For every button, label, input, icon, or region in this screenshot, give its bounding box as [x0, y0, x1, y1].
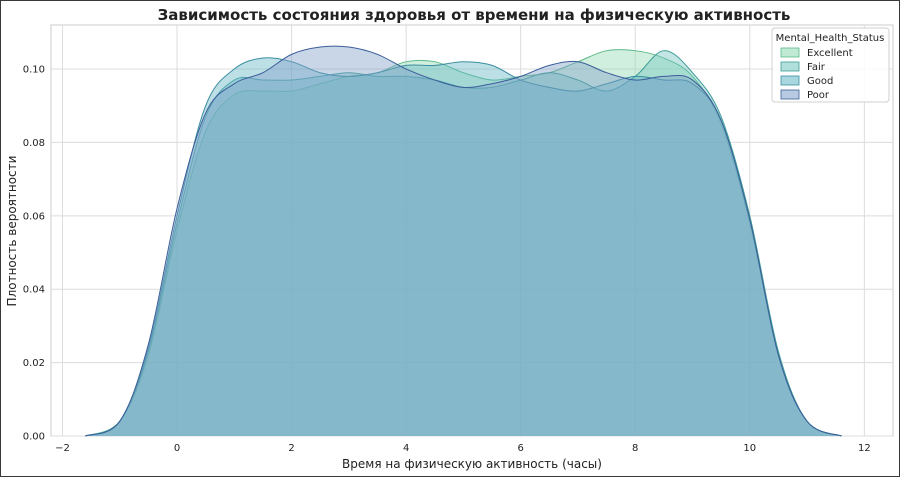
- x-tick-label: 0: [174, 443, 180, 454]
- y-tick-label: 0.08: [23, 138, 45, 149]
- x-tick-label: 10: [743, 443, 756, 454]
- legend-box: [771, 27, 890, 103]
- x-tick-label: 2: [288, 443, 294, 454]
- series-area-poor: [85, 46, 842, 436]
- x-tick-label: 6: [517, 443, 523, 454]
- series-area-excellent: [85, 49, 842, 437]
- legend-label-good: Good: [807, 76, 833, 87]
- legend-swatch-fair: [780, 61, 800, 72]
- series-area-fair: [85, 50, 842, 436]
- legend-swatch-good: [780, 75, 800, 86]
- series-line-poor: [85, 45, 842, 437]
- legend-swatch-poor: [780, 89, 800, 100]
- legend-label-excellent: Excellent: [807, 48, 853, 59]
- y-tick-label: 0.04: [23, 285, 45, 296]
- y-axis-label: Плотность вероятности: [5, 156, 19, 307]
- y-tick-label: 0.00: [23, 432, 45, 443]
- x-tick-label: −2: [55, 443, 70, 454]
- x-tick-label: 4: [403, 443, 409, 454]
- x-tick-label: 12: [858, 443, 871, 454]
- legend-swatch-excellent: [780, 47, 800, 58]
- series-layer: [85, 45, 842, 437]
- series-line-excellent: [85, 49, 842, 437]
- y-tick-label: 0.02: [23, 358, 45, 369]
- chart-title: Зависимость состояния здоровья от времен…: [158, 6, 791, 24]
- y-axis-ticks: 0.00 0.02 0.04 0.06 0.08 0.10: [23, 65, 45, 443]
- series-area-good: [85, 57, 842, 437]
- y-tick-label: 0.10: [23, 65, 45, 76]
- x-axis-label: Время на физическую активность (часы): [342, 457, 602, 471]
- y-tick-label: 0.06: [23, 211, 45, 222]
- x-axis-ticks: −2 0 2 4 6 8 10 12: [55, 443, 871, 454]
- grid: [51, 25, 893, 437]
- legend-label-poor: Poor: [807, 90, 830, 101]
- legend: Mental_Health_Status Excellent Fair Good Po…: [771, 27, 890, 103]
- legend-label-fair: Fair: [807, 62, 826, 73]
- legend-title: Mental_Health_Status: [776, 33, 885, 44]
- x-tick-label: 8: [632, 443, 638, 454]
